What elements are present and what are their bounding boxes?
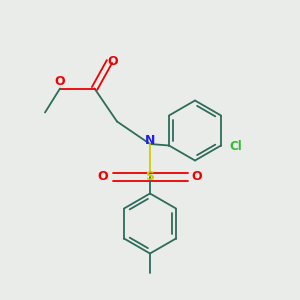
Text: Cl: Cl	[230, 140, 242, 154]
Text: O: O	[192, 170, 203, 184]
Text: S: S	[146, 170, 154, 184]
Text: O: O	[108, 55, 118, 68]
Text: N: N	[145, 134, 155, 147]
Text: O: O	[98, 170, 108, 184]
Text: O: O	[55, 75, 65, 88]
